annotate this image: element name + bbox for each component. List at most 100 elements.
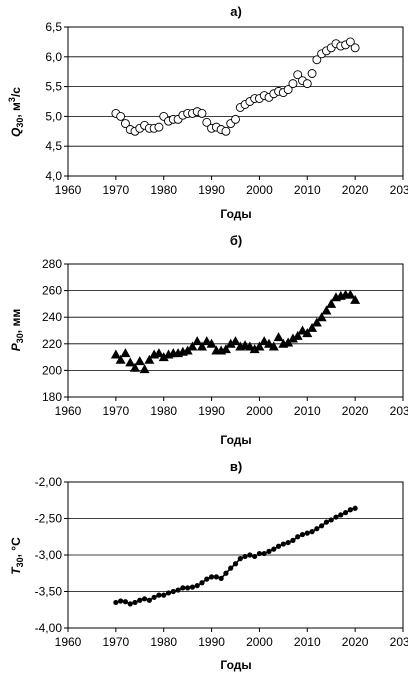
data-point	[144, 354, 155, 364]
x-tick-label: 1990	[198, 183, 225, 197]
data-point	[151, 594, 157, 600]
plot-frame	[67, 263, 404, 398]
x-tick-label: 2020	[342, 635, 369, 649]
data-point	[312, 55, 322, 65]
data-point	[115, 354, 126, 364]
x-tick-label: 1960	[55, 183, 82, 197]
data-point	[153, 348, 164, 358]
data-point	[252, 553, 258, 560]
data-point	[189, 584, 196, 590]
data-point	[165, 590, 172, 596]
data-point	[242, 553, 248, 560]
y-tick-label: 4,5	[45, 139, 62, 153]
data-point	[220, 344, 231, 354]
x-tick-label: 1990	[198, 635, 225, 649]
data-point	[110, 349, 121, 359]
data-point	[292, 330, 303, 340]
data-point	[125, 357, 136, 367]
y-axis-unit: , мм	[9, 309, 23, 334]
y-tick-label: -3,00	[35, 548, 63, 562]
y-tick-label: 200	[42, 363, 62, 377]
data-point	[247, 552, 253, 558]
y-axis-subscript: 30	[15, 333, 25, 343]
x-tick-label: 2010	[294, 404, 321, 418]
data-point	[197, 108, 207, 118]
data-point	[182, 345, 193, 355]
data-point	[127, 601, 133, 607]
y-axis-unit: , °C	[9, 537, 23, 557]
x-axis-label: Годы	[220, 658, 251, 672]
data-point	[146, 597, 152, 603]
data-point	[328, 517, 334, 523]
y-tick-label: 6,5	[45, 20, 62, 34]
x-tick-label: 2000	[246, 183, 273, 197]
data-point	[201, 336, 212, 346]
data-point	[199, 580, 205, 586]
x-axis-label: Годы	[220, 207, 251, 221]
x-tick-label: 2030	[390, 635, 408, 649]
data-point	[261, 550, 267, 557]
y-axis-subscript: 30	[15, 557, 25, 567]
data-point	[225, 338, 236, 348]
x-tick-label: 2020	[342, 404, 369, 418]
data-point	[130, 362, 140, 372]
y-axis-label: T30, °C	[9, 537, 25, 575]
data-point	[275, 543, 282, 549]
data-point	[194, 583, 200, 589]
data-point	[297, 325, 308, 335]
data-point	[290, 537, 296, 544]
data-point	[161, 592, 167, 598]
data-point	[338, 512, 344, 518]
data-point	[293, 70, 303, 80]
data-point	[197, 341, 207, 351]
y-tick-label: 220	[42, 337, 62, 351]
data-point	[280, 541, 286, 547]
data-point	[231, 114, 240, 124]
data-point	[302, 79, 312, 89]
panel-label: в)	[230, 459, 242, 474]
data-point	[316, 312, 327, 322]
data-point	[326, 298, 337, 308]
x-tick-label: 2020	[342, 183, 369, 197]
data-point	[295, 534, 301, 540]
data-point	[185, 585, 191, 591]
x-tick-label: 2010	[294, 635, 321, 649]
data-point	[264, 338, 274, 348]
data-point	[287, 333, 298, 343]
y-axis-label: P30, мм	[9, 309, 25, 352]
x-tick-label: 1960	[55, 635, 82, 649]
y-axis-unit: , м	[9, 102, 23, 118]
x-tick-label: 2010	[294, 183, 321, 197]
x-tick-label: 1980	[150, 183, 177, 197]
data-point	[345, 289, 356, 299]
y-tick-label: 240	[42, 310, 62, 324]
data-point	[307, 322, 318, 332]
y-axis-symbol: Q	[9, 127, 23, 137]
y-tick-label: 5,0	[45, 109, 62, 123]
data-point	[204, 576, 210, 582]
x-tick-label: 2030	[390, 183, 408, 197]
data-point	[273, 332, 284, 342]
data-point	[350, 43, 360, 53]
data-point	[118, 598, 124, 604]
x-tick-label: 1970	[103, 404, 130, 418]
y-axis-subscript: 30	[15, 118, 25, 128]
data-point	[175, 587, 181, 593]
data-point	[230, 336, 241, 346]
y-tick-label: -3,50	[35, 585, 63, 599]
y-tick-label: -2,50	[35, 512, 63, 526]
data-point	[283, 337, 294, 347]
data-point	[122, 599, 129, 605]
data-point	[170, 588, 176, 595]
x-tick-label: 2030	[390, 404, 408, 418]
data-point	[345, 37, 355, 47]
data-point	[187, 341, 198, 351]
data-point	[223, 570, 229, 576]
data-point	[116, 111, 126, 121]
data-point	[309, 529, 315, 535]
y-tick-label: 4,0	[45, 169, 62, 183]
y-tick-label: 6,0	[45, 50, 62, 64]
y-axis-unit-tail: /с	[9, 87, 23, 97]
data-point	[120, 348, 131, 358]
